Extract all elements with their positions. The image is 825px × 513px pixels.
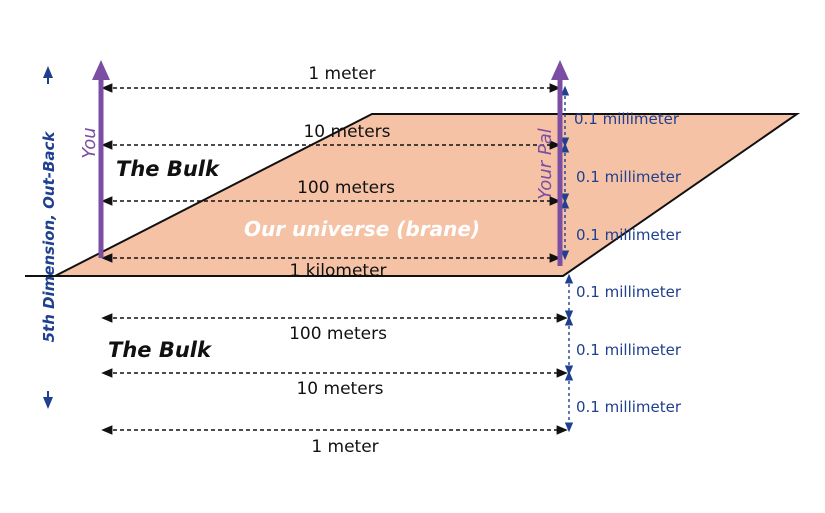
- distance-label-1m-bottom: 1 meter: [311, 437, 378, 457]
- distance-label-100m-top: 100 meters: [297, 178, 395, 198]
- spacing-label-6: 0.1 millimeter: [576, 398, 682, 416]
- pal-label: Your Pal: [535, 128, 556, 199]
- you-label: You: [79, 127, 100, 158]
- spacing-label-5: 0.1 millimeter: [576, 341, 682, 359]
- spacing-label-1: 0.1 millimeter: [574, 110, 680, 128]
- bulk-label-lower: The Bulk: [108, 338, 213, 362]
- brane-label: Our universe (brane): [244, 217, 480, 241]
- you-arrow-head: [92, 60, 110, 80]
- distance-label-1m-top: 1 meter: [308, 64, 375, 84]
- brane-plane: [54, 113, 801, 277]
- distance-label-100m-bottom: 100 meters: [289, 324, 387, 344]
- distance-label-10m-bottom: 10 meters: [296, 379, 383, 399]
- dimension-axis-label: 5th Dimension, Out-Back: [40, 131, 58, 343]
- distance-label-10m-top: 10 meters: [303, 122, 390, 142]
- distance-label-1km: 1 kilometer: [289, 261, 386, 281]
- dimension-down-arrowhead: [43, 397, 53, 409]
- bulk-label-upper: The Bulk: [116, 157, 221, 181]
- dimension-up-arrowhead: [43, 66, 53, 78]
- pal-arrow-head: [551, 60, 569, 80]
- spacing-label-4: 0.1 millimeter: [576, 283, 682, 301]
- spacing-label-3: 0.1 millimeter: [576, 226, 682, 244]
- spacing-label-2: 0.1 millimeter: [576, 168, 682, 186]
